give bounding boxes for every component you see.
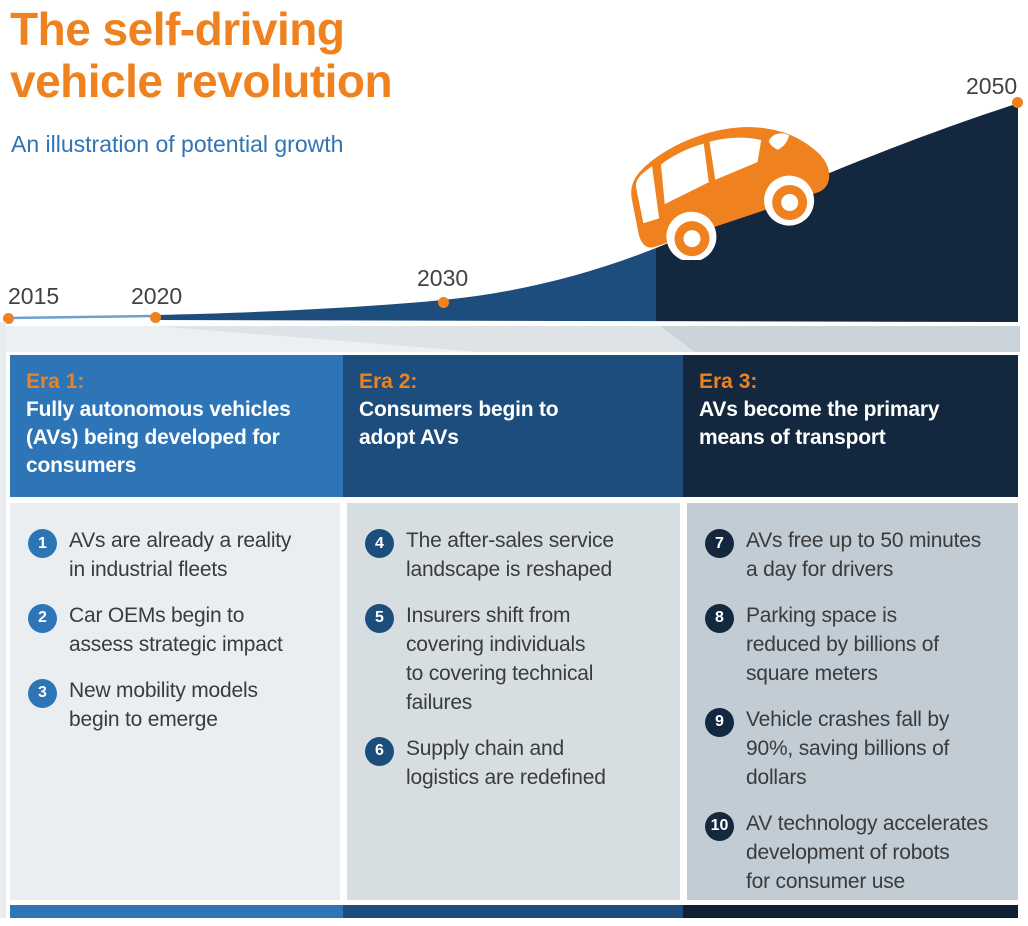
item-number-badge: 2 [28,603,57,633]
era2-label: Era 2: [359,370,418,393]
page-title: The self-driving vehicle revolution [10,3,393,107]
item-text: AVs free up to 50 minutes a day for driv… [746,529,982,581]
item-number-badge: 5 [365,603,394,633]
growth-curve-chart [0,104,1020,352]
page-subtitle: An illustration of potential growth [11,131,344,157]
item-text: Car OEMs begin to assess strategic impac… [69,603,283,656]
era1-heading: Fully autonomous vehicles (AVs) being de… [26,398,291,478]
year-label-2015: 2015 [8,283,60,309]
list-item: 6 Supply chain and logistics are redefin… [365,735,674,793]
year-label-2020: 2020 [131,283,183,309]
list-item: 2 Car OEMs begin to assess strategic imp… [28,602,334,660]
era3-heading: AVs become the primary means of transpor… [699,398,940,450]
era3-bottom-bar [683,905,1018,918]
list-item: 10 AV technology accelerates development… [705,810,1012,897]
era3-header: Era 3: AVs become the primary means of t… [683,355,1018,497]
era2-header: Era 2: Consumers begin to adopt AVs [343,355,683,497]
item-number-badge: 6 [365,736,394,766]
era2-heading: Consumers begin to adopt AVs [359,398,559,450]
era1-bottom-bar [10,905,343,918]
item-number-badge: 4 [365,529,394,558]
item-text: Parking space is reduced by billions of … [746,603,939,685]
item-text: The after-sales service landscape is res… [406,529,614,581]
era1-body: 1 AVs are already a reality in industria… [10,503,340,900]
list-item: 5 Insurers shift from covering individua… [365,602,674,718]
item-text: AV technology accelerates development of… [746,811,989,893]
list-item: 3 New mobility models begin to emerge [28,677,334,735]
list-item: 8 Parking space is reduced by billions o… [705,602,1012,689]
era2-body: 4 The after-sales service landscape is r… [347,503,680,900]
era3-label: Era 3: [699,370,758,393]
list-item: 4 The after-sales service landscape is r… [365,527,674,585]
timeline-line-early [8,314,156,320]
item-text: Insurers shift from covering individuals… [406,603,594,714]
item-text: New mobility models begin to emerge [69,678,258,731]
era3-body: 7 AVs free up to 50 minutes a day for dr… [687,503,1018,900]
item-text: Vehicle crashes fall by 90%, saving bill… [746,707,950,789]
item-text: AVs are already a reality in industrial … [69,529,292,581]
item-number-badge: 8 [705,603,734,633]
item-text: Supply chain and logistics are redefined [406,736,606,789]
list-item: 7 AVs free up to 50 minutes a day for dr… [705,527,1012,585]
era1-label: Era 1: [26,370,85,393]
item-number-badge: 1 [28,529,57,558]
milestone-dot-2030 [438,297,449,308]
item-number-badge: 9 [705,707,734,737]
milestone-dot-2050 [1012,97,1023,108]
item-number-badge: 3 [28,678,57,708]
milestone-dot-2015 [3,313,14,324]
milestone-dot-2020 [150,312,161,323]
year-label-2030: 2030 [417,265,469,291]
era2-bottom-bar [343,905,683,918]
era1-header: Era 1: Fully autonomous vehicles (AVs) b… [10,355,343,497]
list-item: 1 AVs are already a reality in industria… [28,527,334,585]
left-gutter-strip [0,322,6,918]
year-label-2050: 2050 [966,73,1018,99]
list-item: 9 Vehicle crashes fall by 90%, saving bi… [705,706,1012,793]
funnel-band [0,326,1020,352]
car-icon [631,127,830,260]
item-number-badge: 10 [705,811,734,841]
item-number-badge: 7 [705,529,734,558]
